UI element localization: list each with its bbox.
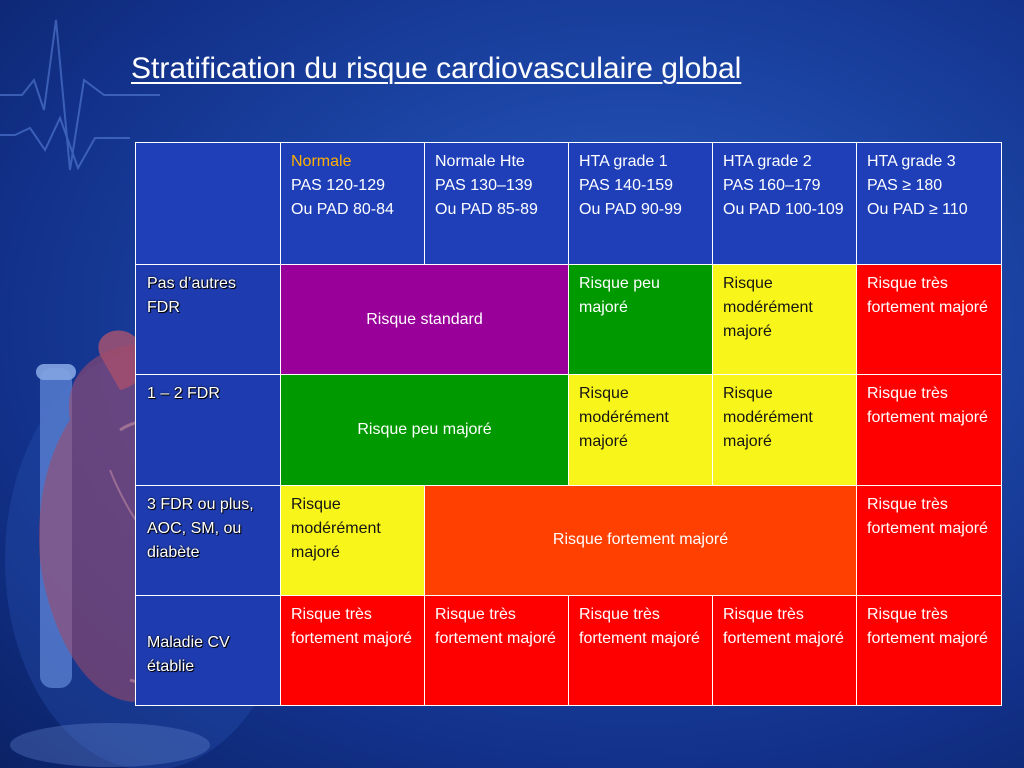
header-row: Normale PAS 120-129 Ou PAD 80-84 Normale… bbox=[135, 141, 1002, 266]
row-header-label: Pas d’autres FDR bbox=[147, 275, 236, 317]
column-header-hta-grade-1: HTA grade 1 PAS 140-159 Ou PAD 90-99 bbox=[568, 141, 713, 266]
risk-cell: Risque très fortement majoré bbox=[856, 594, 1002, 707]
risk-cell: Risque très fortement majoré bbox=[856, 264, 1002, 376]
column-header-title: Normale bbox=[291, 153, 352, 170]
corner-cell bbox=[135, 141, 281, 266]
risk-cell: Risque modérément majoré bbox=[280, 484, 425, 596]
column-header-pas: PAS 160–179 bbox=[723, 177, 821, 194]
row-header: 1 – 2 FDR bbox=[135, 374, 281, 486]
column-header-title: Normale Hte bbox=[435, 153, 525, 170]
row-header-label: 3 FDR ou plus, AOC, SM, ou diabète bbox=[147, 495, 254, 561]
risk-cell: Risque très fortement majoré bbox=[712, 594, 857, 707]
column-header-title: HTA grade 3 bbox=[867, 153, 956, 170]
row-header: Maladie CV établie bbox=[135, 594, 281, 707]
risk-cell: Risque très fortement majoré bbox=[856, 484, 1002, 596]
column-header-pad: Ou PAD 90-99 bbox=[579, 201, 682, 218]
row-header-label: Maladie CV établie bbox=[147, 634, 230, 676]
row-header: Pas d’autres FDR bbox=[135, 264, 281, 376]
column-header-hta-grade-2: HTA grade 2 PAS 160–179 Ou PAD 100-109 bbox=[712, 141, 857, 266]
ecg-trace bbox=[0, 19, 160, 171]
risk-cell: Risque modérément majoré bbox=[712, 264, 857, 376]
column-header-pad: Ou PAD ≥ 110 bbox=[867, 201, 968, 218]
column-header-title: HTA grade 2 bbox=[723, 153, 812, 170]
column-header-pas: PAS 120-129 bbox=[291, 177, 385, 194]
column-header-normale: Normale PAS 120-129 Ou PAD 80-84 bbox=[280, 141, 425, 266]
column-header-pad: Ou PAD 100-109 bbox=[723, 201, 844, 218]
table-row: 3 FDR ou plus, AOC, SM, ou diabète Risqu… bbox=[135, 484, 1002, 596]
column-header-pad: Ou PAD 80-84 bbox=[291, 201, 394, 218]
row-header: 3 FDR ou plus, AOC, SM, ou diabète bbox=[135, 484, 281, 596]
column-header-normale-hte: Normale Hte PAS 130–139 Ou PAD 85-89 bbox=[424, 141, 569, 266]
column-header-title: HTA grade 1 bbox=[579, 153, 668, 170]
risk-cell: Risque très fortement majoré bbox=[280, 594, 425, 707]
table-row: Maladie CV établie Risque très fortement… bbox=[135, 594, 1002, 707]
column-header-hta-grade-3: HTA grade 3 PAS ≥ 180 Ou PAD ≥ 110 bbox=[856, 141, 1002, 266]
risk-cell: Risque standard bbox=[280, 264, 569, 376]
table-row: 1 – 2 FDR Risque peu majoré Risque modér… bbox=[135, 374, 1002, 486]
risk-cell: Risque très fortement majoré bbox=[424, 594, 569, 707]
column-header-pad: Ou PAD 85-89 bbox=[435, 201, 538, 218]
risk-stratification-table: Normale PAS 120-129 Ou PAD 80-84 Normale… bbox=[135, 141, 1002, 707]
column-header-pas: PAS ≥ 180 bbox=[867, 177, 943, 194]
risk-cell: Risque peu majoré bbox=[280, 374, 569, 486]
risk-cell: Risque très fortement majoré bbox=[856, 374, 1002, 486]
column-header-pas: PAS 130–139 bbox=[435, 177, 533, 194]
row-header-label: 1 – 2 FDR bbox=[147, 385, 220, 403]
table-row: Pas d’autres FDR Risque standard Risque … bbox=[135, 264, 1002, 376]
risk-cell: Risque modérément majoré bbox=[712, 374, 857, 486]
risk-cell: Risque peu majoré bbox=[568, 264, 713, 376]
risk-cell: Risque modérément majoré bbox=[568, 374, 713, 486]
slide-title: Stratification du risque cardiovasculair… bbox=[131, 52, 742, 85]
risk-cell: Risque fortement majoré bbox=[424, 484, 857, 596]
risk-cell: Risque très fortement majoré bbox=[568, 594, 713, 707]
column-header-pas: PAS 140-159 bbox=[579, 177, 673, 194]
